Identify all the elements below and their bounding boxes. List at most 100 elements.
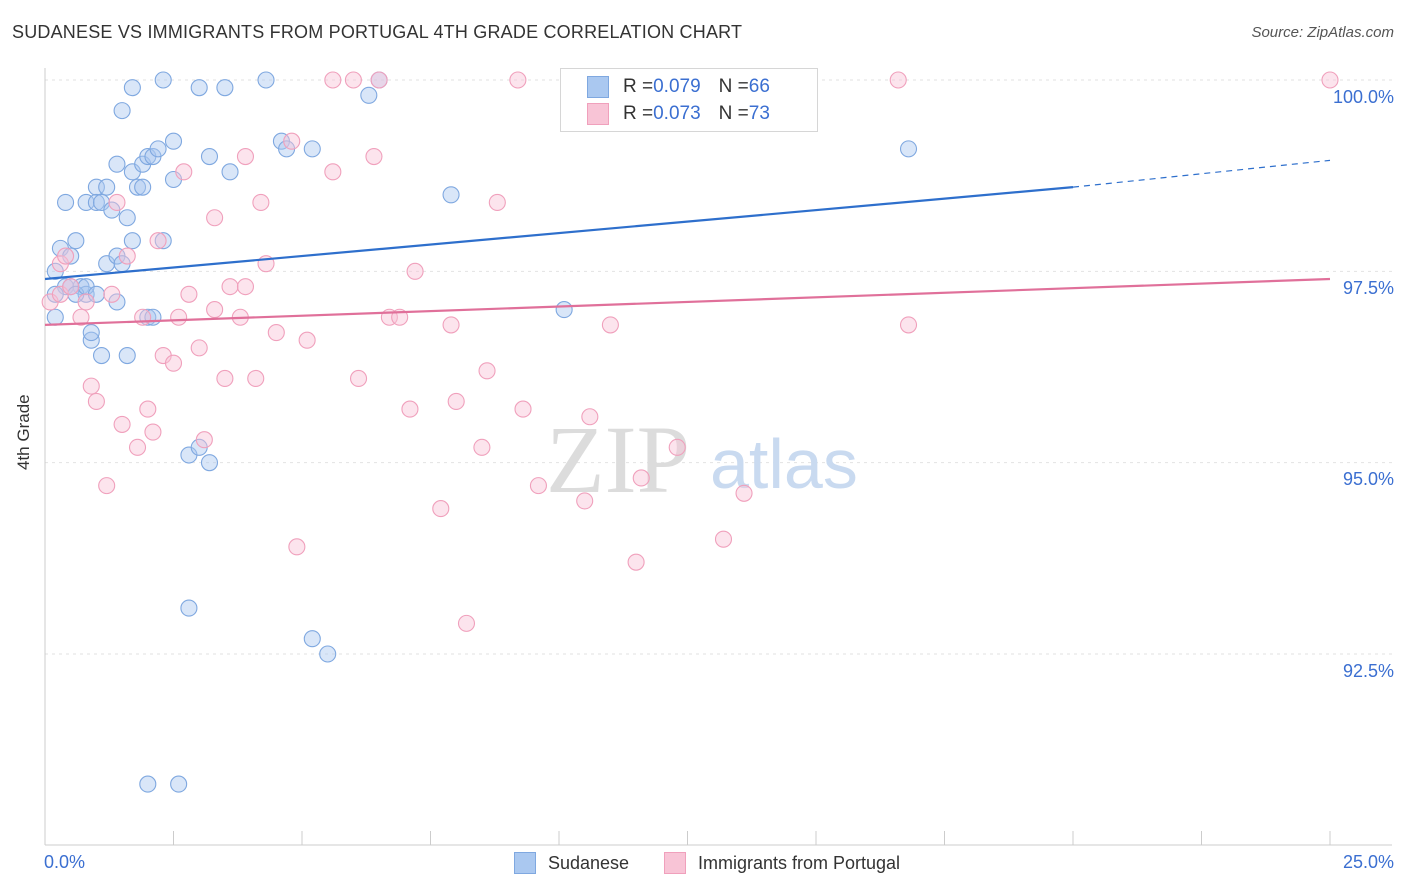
chart-title: SUDANESE VS IMMIGRANTS FROM PORTUGAL 4TH… bbox=[12, 22, 743, 42]
portugal-point bbox=[216, 369, 234, 388]
sudanese-point bbox=[154, 232, 172, 250]
portugal-point bbox=[457, 614, 476, 632]
portugal-point bbox=[247, 369, 265, 388]
portugal-point bbox=[714, 530, 733, 548]
sudanese-point bbox=[77, 193, 95, 212]
portugal-point bbox=[98, 477, 116, 495]
portugal-point bbox=[118, 247, 136, 265]
grid-lines bbox=[45, 79, 1392, 655]
sudanese-point bbox=[303, 630, 321, 648]
n-label: N = bbox=[718, 76, 749, 97]
series-legend: Sudanese Immigrants from Portugal bbox=[0, 852, 1406, 878]
sudanese-point bbox=[98, 178, 116, 196]
r-label: R = bbox=[623, 76, 654, 97]
portugal-point bbox=[668, 438, 686, 456]
y-tick-92-5: 92.5% bbox=[1342, 661, 1394, 681]
sudanese-point bbox=[118, 209, 136, 227]
y-tick-97-5: 97.5% bbox=[1342, 278, 1394, 298]
portugal-point bbox=[473, 438, 491, 456]
sudanese-point bbox=[164, 132, 183, 150]
portugal-point bbox=[735, 484, 753, 502]
n-label: N = bbox=[718, 103, 749, 124]
portugal-point bbox=[288, 538, 306, 556]
sudanese-point bbox=[190, 79, 208, 97]
legend-item-portugal[interactable]: Immigrants from Portugal bbox=[664, 852, 900, 874]
legend-label: Sudanese bbox=[548, 852, 630, 873]
x-tick-min: 0.0% bbox=[44, 852, 86, 872]
portugal-point bbox=[134, 308, 152, 326]
axes bbox=[44, 68, 1392, 846]
portugal-point bbox=[82, 377, 100, 395]
portugal-point bbox=[164, 354, 183, 372]
sudanese-trend-extension bbox=[1072, 159, 1331, 188]
y-tick-95: 95.0% bbox=[1342, 469, 1394, 489]
stats-row-portugal: R = 0.073 N = 73 bbox=[587, 102, 770, 126]
portugal-point bbox=[170, 308, 188, 326]
portugal-point bbox=[206, 209, 224, 227]
series-sudanese bbox=[46, 71, 918, 793]
sudanese-point bbox=[216, 79, 234, 97]
portugal-point bbox=[236, 147, 255, 166]
portugal-point bbox=[87, 392, 105, 410]
sudanese-point bbox=[221, 163, 239, 181]
n-value: 73 bbox=[748, 103, 770, 124]
sudanese-point bbox=[180, 599, 198, 617]
portugal-trend-line bbox=[44, 277, 1331, 327]
portugal-point bbox=[509, 71, 527, 89]
portugal-point bbox=[478, 362, 496, 380]
portugal-point bbox=[195, 431, 213, 449]
portugal-point bbox=[581, 408, 599, 426]
portugal-point bbox=[267, 324, 285, 342]
portugal-point bbox=[632, 469, 650, 487]
portugal-point bbox=[252, 193, 270, 212]
sudanese-point bbox=[108, 155, 126, 173]
series-portugal bbox=[41, 71, 1339, 632]
portugal-point bbox=[899, 316, 918, 334]
sudanese-swatch bbox=[587, 76, 609, 98]
sudanese-point bbox=[360, 86, 378, 104]
y-axis-label: 4th Grade bbox=[14, 394, 33, 470]
portugal-point bbox=[324, 163, 342, 181]
portugal-point bbox=[103, 285, 121, 303]
portugal-point bbox=[77, 293, 95, 311]
sudanese-point bbox=[46, 308, 64, 326]
sudanese-point bbox=[149, 140, 167, 158]
portugal-point bbox=[324, 71, 342, 89]
watermark-zip: ZIP bbox=[546, 406, 690, 513]
portugal-point bbox=[283, 132, 301, 150]
legend-item-sudanese[interactable]: Sudanese bbox=[514, 852, 629, 874]
portugal-point bbox=[72, 308, 90, 326]
sudanese-point bbox=[82, 324, 100, 342]
watermark-atlas: atlas bbox=[710, 425, 858, 503]
portugal-point bbox=[889, 71, 907, 89]
sudanese-point bbox=[87, 178, 105, 196]
sudanese-point bbox=[200, 147, 219, 166]
stats-legend: R = 0.079 N = 66 R = 0.073 N = 73 bbox=[560, 68, 818, 132]
sudanese-point bbox=[555, 301, 573, 319]
sudanese-point bbox=[319, 645, 337, 663]
portugal-point bbox=[442, 316, 460, 334]
trend-lines bbox=[44, 159, 1331, 327]
portugal-point bbox=[113, 415, 131, 433]
portugal-swatch bbox=[587, 103, 609, 125]
sudanese-point bbox=[899, 140, 918, 158]
portugal-point bbox=[144, 423, 162, 441]
sudanese-point bbox=[442, 186, 460, 204]
sudanese-point bbox=[257, 71, 275, 89]
portugal-point bbox=[175, 163, 193, 181]
sudanese-point bbox=[139, 775, 157, 793]
source-credit: Source: ZipAtlas.com bbox=[1251, 24, 1394, 41]
sudanese-point bbox=[123, 79, 141, 97]
sudanese-point bbox=[154, 71, 172, 89]
sudanese-point bbox=[128, 178, 147, 196]
portugal-point bbox=[190, 339, 208, 357]
sudanese-point bbox=[123, 232, 141, 250]
portugal-point bbox=[62, 278, 80, 296]
sudanese-point bbox=[170, 775, 188, 793]
sudanese-point bbox=[67, 232, 85, 250]
portugal-point bbox=[349, 369, 368, 388]
portugal-point bbox=[576, 492, 594, 510]
y-tick-100: 100.0% bbox=[1332, 87, 1394, 107]
portugal-point bbox=[206, 301, 224, 319]
sudanese-swatch bbox=[514, 852, 536, 874]
